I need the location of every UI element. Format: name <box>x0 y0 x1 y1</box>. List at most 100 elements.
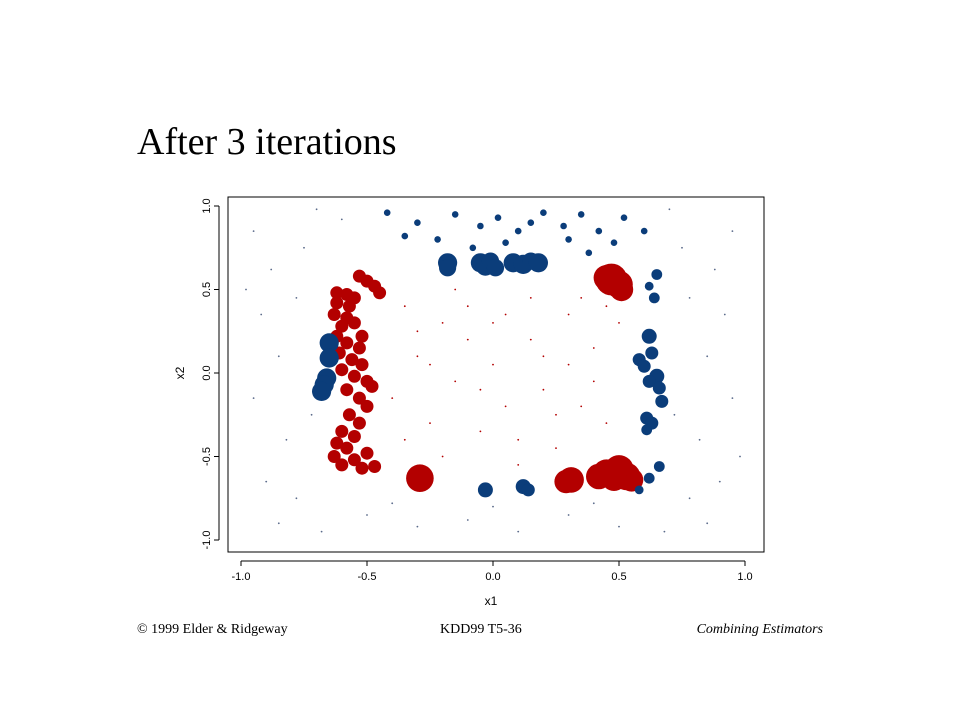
data-point <box>252 230 255 233</box>
data-point <box>492 505 494 508</box>
data-point <box>655 394 669 408</box>
data-point <box>585 249 593 257</box>
data-point <box>542 388 545 391</box>
data-point <box>260 313 263 316</box>
data-point <box>640 227 648 235</box>
footer-topic: Combining Estimators <box>696 622 823 637</box>
data-point <box>310 413 313 416</box>
x-tick-label: 0.5 <box>611 571 626 583</box>
data-point <box>330 296 344 310</box>
data-point <box>406 464 434 493</box>
data-point <box>609 277 634 302</box>
data-point <box>327 450 341 463</box>
data-point <box>454 380 457 383</box>
data-point <box>335 319 349 333</box>
data-point <box>637 359 651 373</box>
data-point <box>416 330 419 333</box>
data-point <box>277 522 280 525</box>
data-point <box>517 438 520 441</box>
data-point <box>342 299 356 313</box>
data-point <box>634 485 644 495</box>
data-point <box>688 297 691 299</box>
data-point <box>555 447 557 449</box>
data-point <box>365 379 379 393</box>
x-tick-label: -1.0 <box>232 571 251 583</box>
data-point <box>355 358 369 372</box>
data-point <box>681 246 683 249</box>
data-point <box>601 465 627 492</box>
x-tick-label: 0.0 <box>485 571 500 583</box>
data-point <box>542 355 545 358</box>
data-point <box>698 438 701 441</box>
footer-slide-id: KDD99 T5-36 <box>440 622 522 637</box>
data-point <box>320 530 323 533</box>
data-point <box>330 286 344 300</box>
data-point <box>368 460 382 473</box>
data-point <box>718 480 721 483</box>
data-point <box>265 480 268 483</box>
data-point <box>245 288 247 291</box>
data-point <box>644 281 654 291</box>
data-point <box>592 347 595 349</box>
data-point <box>360 446 374 460</box>
data-point <box>492 363 494 366</box>
data-point <box>731 230 734 233</box>
data-point <box>434 236 441 243</box>
points-layer <box>245 208 741 533</box>
data-point <box>504 313 507 316</box>
data-point <box>580 297 583 299</box>
data-point <box>529 297 532 299</box>
data-point <box>340 383 354 397</box>
data-point <box>706 355 709 358</box>
data-point <box>610 239 618 246</box>
data-point <box>580 405 583 408</box>
data-point <box>454 288 457 291</box>
data-point <box>352 391 366 405</box>
data-point <box>731 397 734 399</box>
data-point <box>653 461 665 472</box>
data-point <box>416 355 419 358</box>
data-point <box>673 413 676 416</box>
data-point <box>565 236 572 243</box>
data-point <box>706 522 709 525</box>
data-point <box>401 232 409 240</box>
data-point <box>592 380 595 383</box>
data-point <box>342 408 356 422</box>
data-point <box>340 336 354 350</box>
plot-frame <box>227 196 765 553</box>
data-point <box>414 219 421 226</box>
data-point <box>528 253 549 273</box>
data-point <box>560 222 567 230</box>
x-axis-label: x1 <box>485 594 498 608</box>
data-point <box>517 464 520 466</box>
data-point <box>355 461 369 475</box>
data-point <box>618 322 620 324</box>
data-point <box>373 286 387 300</box>
data-point <box>319 348 339 368</box>
data-point <box>555 413 557 416</box>
data-point <box>335 458 349 472</box>
data-point <box>352 269 366 283</box>
data-point <box>466 519 469 521</box>
data-point <box>340 218 343 221</box>
data-point <box>469 244 477 252</box>
data-point <box>295 497 298 500</box>
x-tick-label: 1.0 <box>737 571 752 583</box>
data-point <box>319 333 339 353</box>
data-point <box>347 369 361 383</box>
data-point <box>652 381 666 395</box>
data-point <box>277 355 280 358</box>
data-point <box>648 292 660 304</box>
data-point <box>641 424 653 436</box>
data-point <box>618 525 620 528</box>
data-point <box>723 313 726 316</box>
data-point <box>605 422 608 424</box>
data-point <box>439 259 457 277</box>
data-point <box>340 441 354 455</box>
y-tick-label: 0.0 <box>201 365 213 380</box>
data-point <box>527 219 535 226</box>
data-point <box>403 305 406 308</box>
data-point <box>595 227 603 235</box>
data-point <box>285 438 288 441</box>
data-point <box>592 502 595 505</box>
